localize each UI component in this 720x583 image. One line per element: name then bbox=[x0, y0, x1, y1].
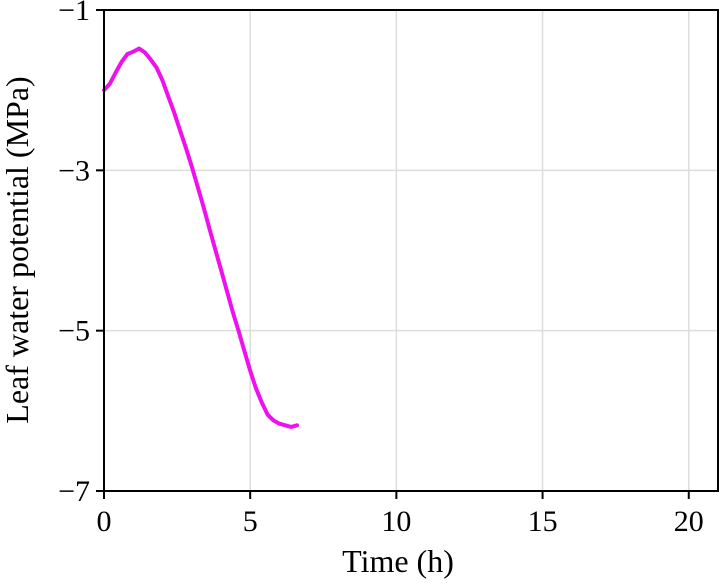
grid bbox=[104, 10, 718, 491]
series-layer bbox=[102, 46, 299, 429]
y-tick-label: −1 bbox=[58, 0, 90, 27]
y-tick-label: −7 bbox=[58, 475, 90, 508]
x-tick-label: 5 bbox=[243, 505, 258, 538]
series-line bbox=[102, 46, 299, 429]
y-tick-label: −5 bbox=[58, 315, 90, 348]
x-tick-label: 15 bbox=[528, 505, 558, 538]
ticks: 0 5 10 15 20 −1 −3 −5 −7 bbox=[58, 0, 704, 538]
x-axis-label: Time (h) bbox=[342, 543, 454, 579]
x-tick-label: 10 bbox=[381, 505, 411, 538]
y-tick-label: −3 bbox=[58, 154, 90, 187]
y-axis-label: Leaf water potential (MPa) bbox=[0, 76, 35, 423]
x-tick-label: 20 bbox=[674, 505, 704, 538]
x-tick-label: 0 bbox=[97, 505, 112, 538]
plot-frame bbox=[103, 9, 719, 492]
